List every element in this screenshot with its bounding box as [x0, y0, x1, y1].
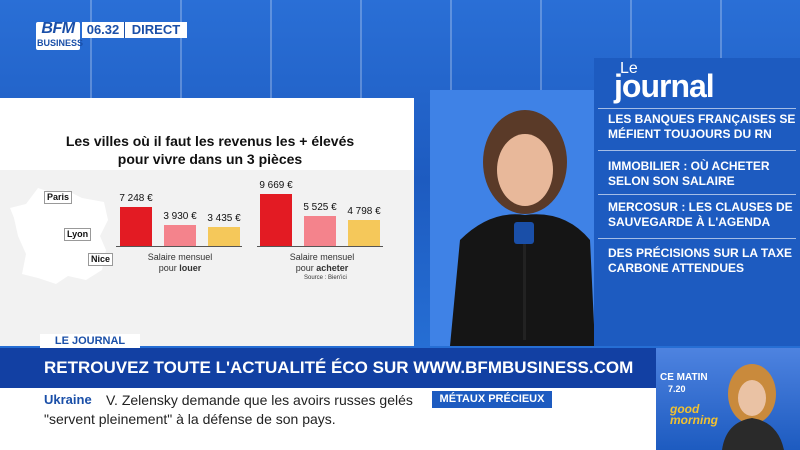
chart-source: Source : Bien'ici — [304, 275, 347, 281]
journal-title-le: Le — [620, 60, 638, 77]
bar-lyon-buy — [304, 216, 336, 246]
group-label-rent-line2: pour louer — [132, 263, 228, 274]
promo-show-time: 7.20 — [668, 384, 686, 394]
promo-banner-text: RETROUVEZ TOUTE L'ACTUALITÉ ÉCO SUR WWW.… — [44, 358, 634, 377]
headline-divider — [598, 238, 796, 239]
ticker-line-2: "servent pleinement" à la défense de son… — [44, 411, 336, 427]
channel-logo-top: BFM — [41, 20, 75, 37]
headline-divider — [598, 150, 796, 151]
infographic-header — [0, 98, 414, 170]
promo-show-name: CE MATIN — [660, 372, 708, 383]
ticker-section-badge: MÉTAUX PRÉCIEUX — [432, 391, 552, 408]
presenter-face — [497, 134, 553, 206]
group-label-rent-line1: Salaire mensuel — [147, 252, 213, 262]
city-label-lyon: Lyon — [64, 228, 92, 241]
microphone-stand — [523, 230, 526, 340]
headline-2: IMMOBILIER : OÙ ACHETER SELON SON SALAIR… — [608, 159, 770, 188]
city-label-paris: Paris — [44, 191, 73, 204]
value-label-paris-rent: 7 248 € — [119, 192, 153, 204]
headline-1: LES BANQUES FRANÇAISES SE MÉFIENT TOUJOU… — [608, 112, 796, 141]
headline-3: MERCOSUR : LES CLAUSES DE SAUVEGARDE À L… — [608, 200, 793, 229]
microphone-icon — [514, 222, 534, 244]
promo-good-morning-logo: good morning — [670, 402, 718, 427]
bar-nice-rent — [208, 227, 240, 246]
france-map-icon — [10, 188, 108, 284]
show-promo — [656, 348, 800, 450]
journal-panel — [594, 58, 800, 346]
journal-tag: LE JOURNAL — [40, 334, 140, 348]
group-label-buy-line1: Salaire mensuel — [289, 252, 355, 262]
city-label-nice: Nice — [88, 253, 114, 266]
bar-paris-buy — [260, 193, 292, 246]
france-map-shape — [10, 188, 108, 284]
channel-logo — [36, 22, 80, 50]
group-label-buy: Salaire mensuel pour acheter — [274, 252, 370, 274]
group-label-rent-bold: louer — [179, 263, 202, 273]
presenter-body — [450, 214, 595, 346]
group-label-buy-bold: acheter — [316, 263, 349, 273]
headline-4: DES PRÉCISIONS SUR LA TAXE CARBONE ATTEN… — [608, 246, 793, 275]
value-label-nice-rent: 3 435 € — [207, 213, 241, 225]
promo-host-body — [722, 418, 784, 450]
infographic-title: Les villes où il faut les revenus les + … — [30, 132, 390, 168]
promo-host-image — [722, 364, 784, 450]
group-label-rent: Salaire mensuel pour louer — [132, 252, 228, 274]
value-label-lyon-rent: 3 930 € — [163, 210, 197, 222]
journal-title: journal — [614, 68, 715, 104]
presenter-image — [430, 90, 595, 346]
promo-morning: morning — [670, 413, 718, 427]
infographic-title-line2: pour vivre dans un 3 pièces — [117, 151, 303, 167]
bar-lyon-rent — [164, 224, 196, 246]
live-badge: DIRECT — [124, 22, 187, 38]
chart-axis-buy — [257, 246, 383, 247]
bar-paris-rent — [120, 206, 152, 246]
promo-good: good — [670, 402, 700, 416]
ticker-line-1: V. Zelensky demande que les avoirs russe… — [106, 392, 413, 408]
infographic-title-line1: Les villes où il faut les revenus les + … — [65, 133, 355, 149]
chart-axis-rent — [116, 246, 242, 247]
promo-banner — [0, 348, 656, 388]
ticker-topic: Ukraine — [44, 392, 92, 407]
group-label-buy-prefix: pour — [295, 263, 317, 273]
clock: 06.32 — [82, 22, 124, 38]
headline-divider — [598, 108, 796, 109]
promo-host-face — [738, 380, 766, 416]
bar-nice-buy — [348, 220, 380, 246]
group-label-buy-line2: pour acheter — [274, 263, 370, 274]
channel-logo-bottom: BUSINESS — [37, 38, 84, 48]
value-label-paris-buy: 9 669 € — [259, 179, 293, 191]
value-label-nice-buy: 4 798 € — [347, 206, 381, 218]
group-label-rent-prefix: pour — [158, 263, 180, 273]
value-label-lyon-buy: 5 525 € — [303, 202, 337, 214]
headline-divider — [598, 194, 796, 195]
